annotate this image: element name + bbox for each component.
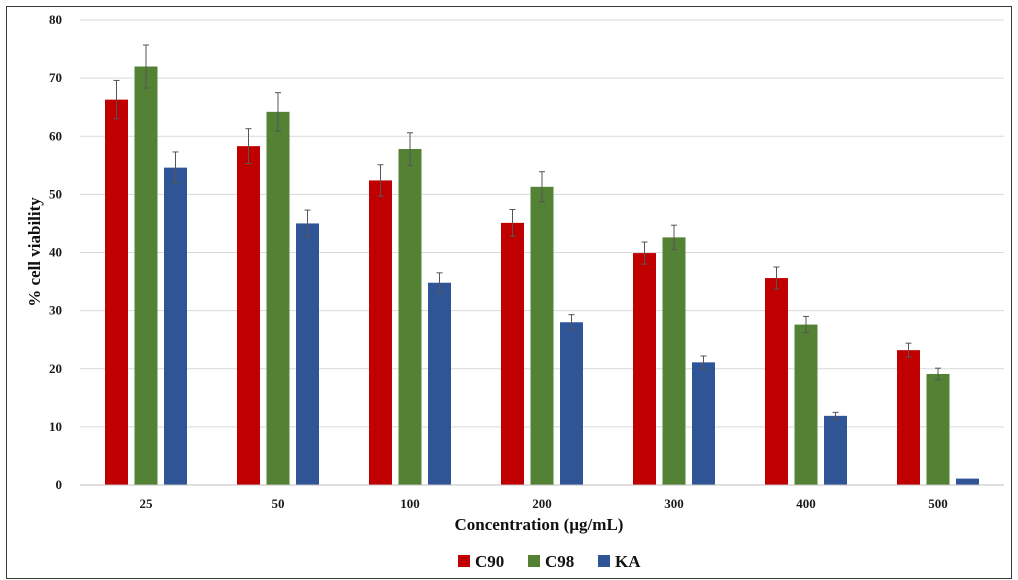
bar-c90-100 [369, 180, 392, 486]
y-axis-ticks: 0 10 20 30 40 50 60 70 80 [49, 12, 62, 492]
y-tick-label: 40 [49, 245, 62, 260]
y-axis-title: % cell viability [25, 197, 44, 307]
bar-ka-100 [428, 282, 451, 485]
legend-swatch-ka [598, 555, 610, 567]
y-tick-label: 60 [49, 128, 62, 143]
bar-c98-500 [926, 373, 950, 485]
legend-swatch-c90 [458, 555, 470, 567]
bar-c98-300 [662, 237, 686, 485]
x-tick-label: 500 [928, 496, 948, 511]
legend-label-ka: KA [615, 552, 641, 571]
x-axis-ticks: 25 50 100 200 300 400 500 [140, 496, 948, 511]
bar-c98-400 [794, 324, 818, 485]
bar-ka-50 [296, 223, 319, 485]
legend: C90 C98 KA [458, 552, 641, 571]
bar-ka-25 [164, 167, 187, 485]
bar-ka-300 [692, 362, 715, 485]
y-tick-label: 70 [49, 70, 62, 85]
y-tick-label: 50 [49, 186, 62, 201]
x-tick-label: 50 [272, 496, 285, 511]
bar-c90-200 [501, 222, 524, 485]
legend-label-c98: C98 [545, 552, 574, 571]
bars [105, 66, 979, 486]
x-tick-label: 25 [140, 496, 154, 511]
bar-c98-50 [266, 111, 290, 486]
x-tick-label: 400 [796, 496, 816, 511]
x-tick-label: 300 [664, 496, 684, 511]
x-tick-label: 100 [400, 496, 420, 511]
legend-label-c90: C90 [475, 552, 504, 571]
y-tick-label: 80 [49, 12, 62, 27]
bar-c90-300 [633, 253, 656, 485]
chart-frame [6, 6, 1012, 579]
bar-c98-100 [398, 149, 422, 485]
bar-ka-500 [956, 478, 979, 485]
legend-swatch-c98 [528, 555, 540, 567]
bar-ka-400 [824, 415, 847, 485]
x-axis-title: Concentration (µg/mL) [455, 515, 624, 534]
x-tick-label: 200 [532, 496, 552, 511]
y-tick-label: 10 [49, 419, 62, 434]
gridlines [80, 19, 1004, 428]
error-bars [113, 44, 941, 420]
y-tick-label: 20 [49, 361, 62, 376]
bar-c90-50 [237, 146, 260, 485]
bar-c98-200 [530, 186, 554, 485]
bar-c90-500 [897, 350, 920, 485]
y-tick-label: 0 [56, 477, 63, 492]
bar-c90-400 [765, 278, 788, 485]
bar-ka-200 [560, 322, 583, 485]
bar-c90-25 [105, 99, 128, 485]
bar-c98-25 [134, 66, 158, 485]
y-tick-label: 30 [49, 303, 62, 318]
